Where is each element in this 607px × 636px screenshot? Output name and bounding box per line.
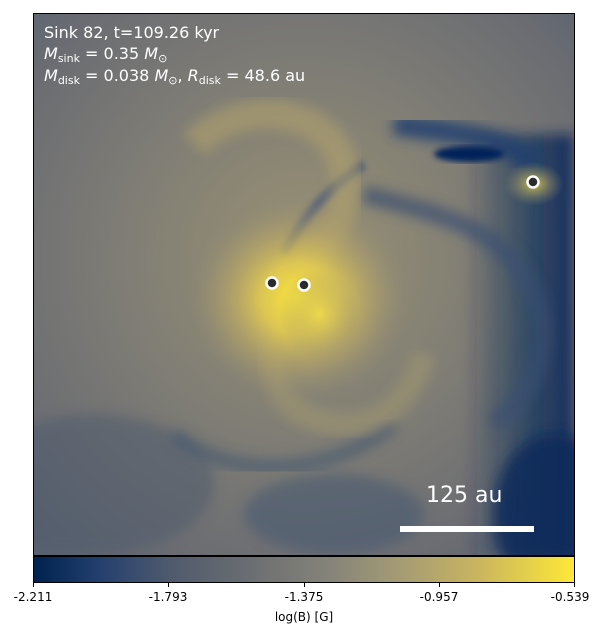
m-sink-value: = 0.35	[85, 44, 140, 63]
sink-marker	[297, 278, 311, 292]
m-sink-unit: M	[144, 44, 159, 63]
m-disk-subscript: disk	[57, 74, 80, 87]
colorbar-tick	[168, 583, 169, 587]
colorbar-tick-label: -0.539	[550, 590, 590, 604]
r-disk-value: = 48.6 au	[226, 66, 306, 85]
m-sink-subscript: sink	[57, 52, 80, 65]
m-disk-value: = 0.038	[85, 66, 150, 85]
m-disk-unit: M	[154, 66, 169, 85]
sink-marker	[526, 175, 540, 189]
colorbar	[33, 556, 575, 583]
r-disk-symbol: R	[187, 66, 199, 85]
m-disk-unit-subscript: ⊙	[168, 74, 178, 87]
colorbar-tick-label: -1.375	[284, 590, 324, 604]
scale-bar-label: 125 au	[426, 483, 503, 508]
title-text: Sink 82, t=109.26 kyr	[44, 23, 220, 42]
disk-annotation: Mdisk = 0.038 M⊙, Rdisk = 48.6 au	[44, 66, 306, 87]
colorbar-tick-label: -1.793	[148, 590, 188, 604]
colorbar-tick	[439, 583, 440, 587]
m-sink-unit-subscript: ⊙	[158, 52, 168, 65]
magnetic-field-map: Sink 82, t=109.26 kyr Msink = 0.35 M⊙ Md…	[33, 13, 575, 556]
colorbar-tick	[33, 583, 34, 587]
m-disk-symbol: M	[44, 66, 58, 85]
colorbar-tick	[574, 583, 575, 587]
m-sink-symbol: M	[44, 44, 58, 63]
r-disk-subscript: disk	[198, 74, 221, 87]
sink-marker	[265, 276, 279, 290]
colorbar-tick-label: -2.211	[13, 590, 53, 604]
colorbar-label: log(B) [G]	[274, 610, 334, 624]
colorbar-tick-label: -0.957	[419, 590, 459, 604]
scale-bar	[400, 526, 534, 532]
title-annotation: Sink 82, t=109.26 kyr	[44, 22, 219, 43]
sink-mass-annotation: Msink = 0.35 M⊙	[44, 43, 167, 69]
colorbar-tick	[304, 583, 305, 587]
field-image	[34, 14, 574, 555]
